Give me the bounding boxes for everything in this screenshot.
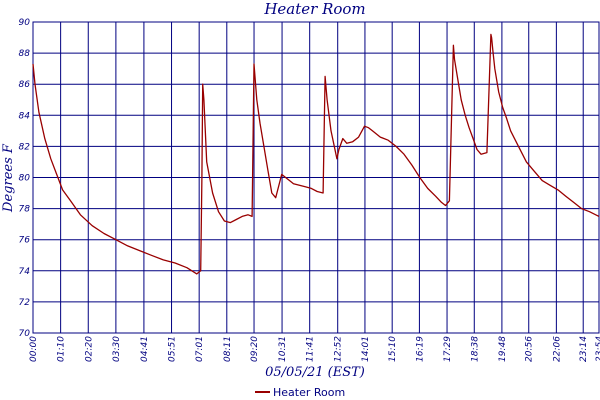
y-axis-label: Degrees F [1, 143, 16, 213]
x-axis-ticks: 00:00 01:10 02:20 03:30 04:41 05:51 07:01 08:11… [29, 336, 600, 362]
x-tick-label: 19:48 [498, 336, 508, 362]
x-tick-label: 08:11 [223, 336, 233, 362]
y-tick-label: 82 [19, 142, 31, 152]
x-tick-label: 23:54 [595, 336, 600, 362]
x-tick-label: 18:38 [470, 336, 480, 362]
x-tick-label: 17:29 [443, 336, 453, 362]
x-tick-label: 00:00 [29, 336, 39, 362]
legend-entry: Heater Room [273, 386, 345, 399]
y-tick-label: 78 [19, 205, 31, 215]
x-tick-label: 15:10 [388, 336, 398, 362]
series-layer [32, 33, 600, 275]
y-tick-label: 70 [19, 329, 31, 339]
y-tick-label: 88 [19, 49, 31, 59]
x-tick-label: 02:20 [84, 336, 94, 362]
y-tick-label: 80 [19, 174, 31, 184]
chart-title: Heater Room [263, 0, 365, 18]
y-tick-label: 86 [19, 80, 31, 90]
x-tick-label: 12:52 [334, 336, 344, 362]
y-tick-label: 84 [19, 111, 31, 121]
x-tick-label: 09:20 [250, 336, 260, 362]
x-tick-label: 04:41 [140, 336, 150, 362]
plot-frame [32, 21, 600, 334]
x-tick-label: 20:56 [525, 336, 535, 362]
x-tick-label: 03:30 [112, 336, 122, 362]
y-axis-ticks: 70 72 74 76 78 80 82 84 86 88 90 [19, 18, 31, 339]
x-tick-label: 22:06 [552, 336, 562, 362]
legend: Heater Room [255, 386, 345, 399]
x-tick-label: 05:51 [168, 336, 178, 362]
y-tick-label: 90 [19, 18, 31, 28]
y-tick-label: 76 [19, 236, 31, 246]
x-tick-label: 10:31 [278, 336, 288, 362]
x-tick-label: 01:10 [57, 336, 67, 362]
y-tick-label: 74 [19, 267, 31, 277]
x-tick-label: 16:19 [415, 336, 425, 362]
x-tick-label: 11:41 [306, 336, 316, 362]
x-tick-label: 07:01 [195, 336, 205, 362]
x-tick-label: 14:01 [361, 336, 371, 362]
x-axis-label: 05/05/21 (EST) [265, 365, 365, 380]
series-line-heater-room [32, 33, 600, 275]
y-tick-label: 72 [19, 298, 31, 308]
x-tick-label: 23:14 [579, 336, 589, 362]
